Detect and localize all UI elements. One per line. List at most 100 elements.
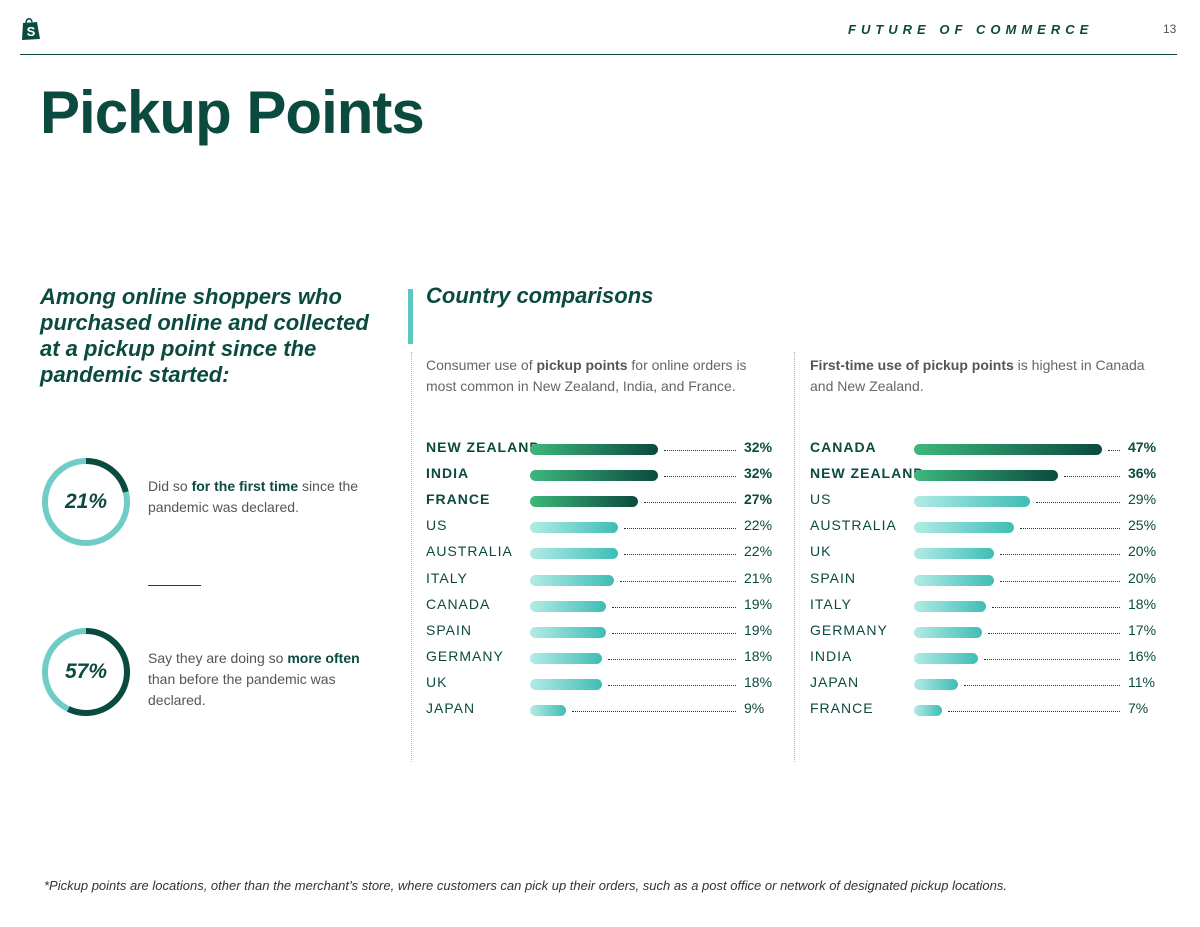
bar-row: CANADA 19% xyxy=(426,593,776,619)
subtitle-bold: pickup points xyxy=(536,357,628,373)
bar-row: ITALY 21% xyxy=(426,567,776,593)
dotted-leader xyxy=(1020,528,1120,530)
bar-row: AUSTRALIA 22% xyxy=(426,540,776,566)
subtitle-bold: First-time use of pickup points xyxy=(810,357,1014,373)
bar-value-label: 7% xyxy=(1128,700,1149,716)
bar xyxy=(914,600,986,612)
column-divider xyxy=(411,352,412,762)
bar-category-label: UK xyxy=(426,673,448,690)
dotted-leader xyxy=(572,711,736,712)
first-time-ring: 21% xyxy=(40,456,132,548)
bar-value-label: 20% xyxy=(1128,569,1157,586)
bar-value-label: 9% xyxy=(744,700,765,716)
ring-progress-arc xyxy=(42,458,130,546)
bar-row: UK 20% xyxy=(810,540,1160,566)
bar-value-label: 17% xyxy=(1128,621,1157,638)
bar xyxy=(530,652,602,664)
shopify-logo-icon: S xyxy=(20,17,42,41)
first-time-percent: 21% xyxy=(64,490,108,513)
bar xyxy=(530,600,606,612)
dotted-leader xyxy=(984,658,1120,660)
bar-value-label: 27% xyxy=(744,491,773,508)
dotted-leader xyxy=(1000,554,1120,556)
comparisons-title: Country comparisons xyxy=(426,283,654,308)
bar-category-label: INDIA xyxy=(810,647,853,664)
bar xyxy=(530,574,614,586)
section-title: FUTURE OF COMMERCE xyxy=(848,22,1094,37)
bar-category-label: ITALY xyxy=(810,595,852,612)
dotted-leader xyxy=(1064,476,1120,478)
bar-category-label: CANADA xyxy=(810,439,877,455)
dotted-leader xyxy=(988,632,1120,634)
bar-value-label: 19% xyxy=(744,621,773,638)
bar-value-label: 18% xyxy=(744,673,773,690)
bar xyxy=(530,496,638,508)
bar-row: INDIA 16% xyxy=(810,645,1160,671)
bar-category-label: CANADA xyxy=(426,595,491,612)
bar xyxy=(530,626,606,638)
bar-row: SPAIN 19% xyxy=(426,619,776,645)
bar-value-label: 18% xyxy=(744,647,773,664)
first-time-bar-chart: CANADA 47% NEW ZEALAND 36% US 29% AUSTRALIA 25%… xyxy=(810,436,1160,726)
bar-category-label: AUSTRALIA xyxy=(426,543,513,560)
stat-text-bold: for the first time xyxy=(191,478,299,494)
bar-value-label: 47% xyxy=(1128,439,1157,455)
more-often-ring: 57% xyxy=(40,626,132,718)
bar-category-label: NEW ZEALAND xyxy=(426,439,541,455)
stat-text: Say they are doing so xyxy=(148,650,288,666)
bar-row: NEW ZEALAND 36% xyxy=(810,462,1160,488)
dotted-leader xyxy=(1036,502,1120,504)
bar-category-label: INDIA xyxy=(426,465,470,482)
bar-value-label: 20% xyxy=(1128,543,1157,560)
bar-value-label: 29% xyxy=(1128,491,1157,508)
bar xyxy=(914,678,958,690)
bar-row: FRANCE 27% xyxy=(426,488,776,514)
stat-text: than before the pandemic was declared. xyxy=(148,671,336,708)
bar-row: US 29% xyxy=(810,488,1160,514)
bar xyxy=(914,705,942,716)
bar-category-label: GERMANY xyxy=(810,621,888,638)
bar xyxy=(530,444,658,455)
dotted-leader xyxy=(664,476,736,478)
dotted-leader xyxy=(612,632,736,634)
bar-row: JAPAN 11% xyxy=(810,671,1160,697)
chart-subtitle-first-time: First-time use of pickup points is highe… xyxy=(810,355,1160,397)
dotted-leader xyxy=(1108,450,1120,451)
bar-row: ITALY 18% xyxy=(810,593,1160,619)
dotted-leader xyxy=(964,684,1120,686)
bar-category-label: US xyxy=(426,517,448,534)
bar-category-label: US xyxy=(810,491,832,508)
bar-row: UK 18% xyxy=(426,671,776,697)
dotted-leader xyxy=(948,711,1120,712)
bar xyxy=(914,444,1102,455)
bar-category-label: GERMANY xyxy=(426,647,504,664)
subtitle-text: for online orders is most common in New … xyxy=(426,357,747,394)
bar-row: CANADA 47% xyxy=(810,436,1160,462)
bar-category-label: JAPAN xyxy=(810,673,860,690)
bar-category-label: NEW ZEALAND xyxy=(810,465,925,482)
more-often-description: Say they are doing so more often than be… xyxy=(148,648,378,711)
bar-row: US 22% xyxy=(426,514,776,540)
bar-row: INDIA 32% xyxy=(426,462,776,488)
dotted-leader xyxy=(664,450,736,451)
bar-value-label: 32% xyxy=(744,465,773,482)
bar-row: GERMANY 18% xyxy=(426,645,776,671)
bar xyxy=(914,496,1030,508)
lead-statement: Among online shoppers who purchased onli… xyxy=(40,284,369,387)
subtitle-text: is highest in Canada and New Zealand. xyxy=(810,357,1145,394)
bar-row: SPAIN 20% xyxy=(810,567,1160,593)
chart-subtitle-pickup-use: Consumer use of pickup points for online… xyxy=(426,355,776,397)
bar-category-label: JAPAN xyxy=(426,700,476,716)
bar-category-label: SPAIN xyxy=(426,621,472,638)
pickup-use-bar-chart: NEW ZEALAND 32% INDIA 32% FRANCE 27% US 22% AUST… xyxy=(426,436,776,726)
dotted-leader xyxy=(608,684,736,686)
bar-category-label: AUSTRALIA xyxy=(810,517,897,534)
bar xyxy=(914,574,994,586)
stat-divider xyxy=(148,585,201,586)
bar xyxy=(914,652,978,664)
footnote: *Pickup points are locations, other than… xyxy=(44,878,1007,893)
bar-value-label: 22% xyxy=(744,543,773,560)
dotted-leader xyxy=(644,502,736,504)
dotted-leader xyxy=(992,606,1120,608)
bar-row: JAPAN 9% xyxy=(426,697,776,723)
